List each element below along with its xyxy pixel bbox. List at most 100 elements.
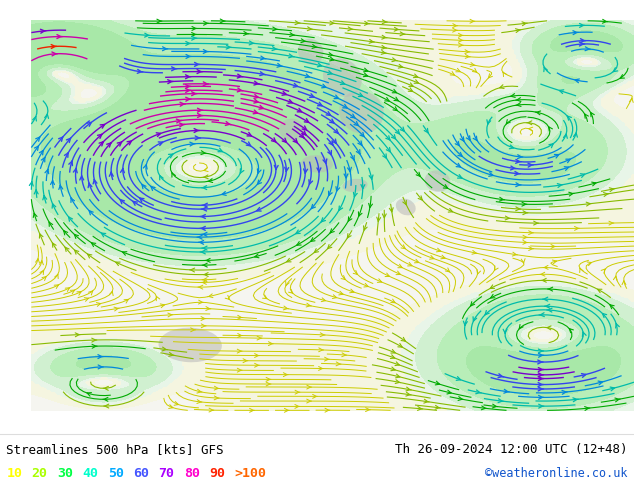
FancyArrowPatch shape — [396, 271, 400, 274]
FancyArrowPatch shape — [103, 397, 108, 401]
FancyArrowPatch shape — [363, 73, 368, 77]
FancyArrowPatch shape — [309, 94, 314, 98]
FancyArrowPatch shape — [328, 191, 332, 196]
FancyArrowPatch shape — [198, 300, 204, 304]
FancyArrowPatch shape — [456, 377, 460, 380]
Text: 60: 60 — [133, 467, 149, 480]
FancyArrowPatch shape — [613, 68, 618, 72]
FancyArrowPatch shape — [142, 184, 146, 189]
FancyArrowPatch shape — [368, 203, 373, 208]
FancyArrowPatch shape — [58, 137, 63, 141]
FancyArrowPatch shape — [363, 68, 368, 72]
FancyArrowPatch shape — [458, 33, 463, 37]
FancyArrowPatch shape — [540, 272, 545, 276]
FancyArrowPatch shape — [339, 206, 342, 210]
FancyArrowPatch shape — [302, 126, 307, 130]
FancyArrowPatch shape — [424, 399, 429, 403]
FancyArrowPatch shape — [186, 42, 191, 46]
Ellipse shape — [342, 179, 368, 192]
Text: >100: >100 — [235, 467, 266, 480]
FancyArrowPatch shape — [369, 39, 375, 43]
FancyArrowPatch shape — [332, 295, 337, 298]
FancyArrowPatch shape — [559, 90, 564, 94]
FancyArrowPatch shape — [408, 263, 412, 266]
FancyArrowPatch shape — [552, 260, 557, 264]
FancyArrowPatch shape — [257, 336, 262, 340]
FancyArrowPatch shape — [218, 148, 223, 152]
FancyArrowPatch shape — [528, 163, 533, 167]
FancyArrowPatch shape — [360, 132, 364, 137]
FancyArrowPatch shape — [225, 295, 230, 299]
FancyArrowPatch shape — [311, 238, 315, 242]
FancyArrowPatch shape — [273, 27, 278, 31]
FancyArrowPatch shape — [93, 179, 97, 184]
FancyArrowPatch shape — [460, 137, 464, 141]
FancyArrowPatch shape — [489, 172, 493, 176]
FancyArrowPatch shape — [41, 157, 45, 162]
FancyArrowPatch shape — [538, 377, 544, 381]
FancyArrowPatch shape — [358, 93, 363, 97]
FancyArrowPatch shape — [398, 264, 402, 268]
Ellipse shape — [279, 119, 304, 140]
FancyArrowPatch shape — [124, 299, 128, 303]
FancyArrowPatch shape — [587, 262, 592, 266]
FancyArrowPatch shape — [237, 88, 243, 92]
FancyArrowPatch shape — [473, 136, 477, 141]
FancyArrowPatch shape — [271, 138, 276, 142]
FancyArrowPatch shape — [89, 211, 93, 215]
FancyArrowPatch shape — [295, 390, 300, 394]
FancyArrowPatch shape — [98, 355, 103, 359]
FancyArrowPatch shape — [200, 215, 205, 219]
FancyArrowPatch shape — [240, 169, 244, 173]
FancyArrowPatch shape — [299, 134, 304, 138]
FancyArrowPatch shape — [358, 212, 362, 216]
FancyArrowPatch shape — [191, 92, 197, 96]
FancyArrowPatch shape — [323, 159, 327, 164]
FancyArrowPatch shape — [91, 243, 96, 246]
FancyArrowPatch shape — [198, 241, 204, 245]
FancyArrowPatch shape — [203, 82, 209, 86]
FancyArrowPatch shape — [394, 97, 398, 101]
FancyArrowPatch shape — [515, 98, 521, 101]
FancyArrowPatch shape — [205, 258, 210, 262]
FancyArrowPatch shape — [487, 120, 491, 124]
FancyArrowPatch shape — [34, 190, 38, 194]
FancyArrowPatch shape — [257, 180, 262, 184]
FancyArrowPatch shape — [398, 343, 402, 347]
FancyArrowPatch shape — [185, 85, 191, 88]
FancyArrowPatch shape — [197, 70, 202, 74]
FancyArrowPatch shape — [143, 165, 147, 169]
FancyArrowPatch shape — [202, 278, 207, 282]
FancyArrowPatch shape — [575, 79, 579, 83]
FancyArrowPatch shape — [36, 137, 40, 141]
FancyArrowPatch shape — [157, 19, 162, 23]
FancyArrowPatch shape — [353, 193, 357, 197]
FancyArrowPatch shape — [488, 74, 493, 78]
FancyArrowPatch shape — [202, 232, 207, 236]
FancyArrowPatch shape — [470, 63, 476, 66]
FancyArrowPatch shape — [485, 311, 489, 315]
FancyArrowPatch shape — [544, 67, 548, 72]
FancyArrowPatch shape — [197, 400, 202, 404]
FancyArrowPatch shape — [363, 226, 367, 230]
FancyArrowPatch shape — [393, 107, 398, 111]
FancyArrowPatch shape — [120, 169, 124, 172]
FancyArrowPatch shape — [45, 114, 49, 119]
FancyArrowPatch shape — [336, 362, 341, 366]
FancyArrowPatch shape — [195, 62, 200, 66]
FancyArrowPatch shape — [197, 389, 202, 393]
FancyArrowPatch shape — [385, 98, 389, 101]
FancyArrowPatch shape — [620, 74, 624, 78]
FancyArrowPatch shape — [39, 234, 43, 238]
FancyArrowPatch shape — [283, 306, 288, 310]
FancyArrowPatch shape — [180, 102, 185, 106]
FancyArrowPatch shape — [75, 333, 81, 337]
FancyArrowPatch shape — [382, 214, 386, 218]
FancyArrowPatch shape — [527, 121, 532, 125]
FancyArrowPatch shape — [583, 332, 586, 337]
FancyArrowPatch shape — [507, 120, 510, 124]
FancyArrowPatch shape — [74, 234, 79, 239]
FancyArrowPatch shape — [69, 161, 72, 166]
FancyArrowPatch shape — [598, 381, 602, 385]
FancyArrowPatch shape — [138, 70, 143, 74]
